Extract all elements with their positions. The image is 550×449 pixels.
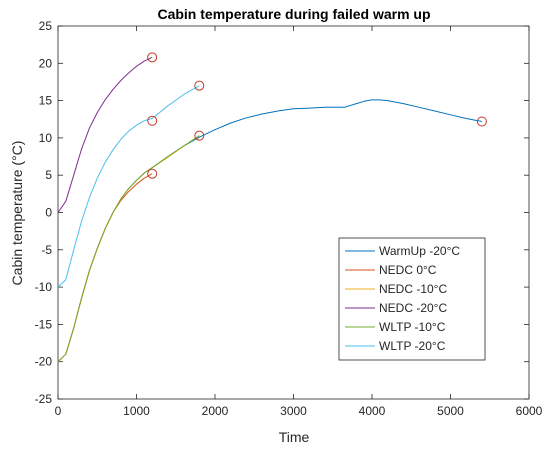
y-tick-label: 20 [39, 56, 53, 70]
end-marker-2 [147, 115, 158, 126]
x-tick-label: 6000 [516, 404, 543, 418]
legend-box [338, 237, 486, 361]
x-tick-label: 1000 [123, 404, 150, 418]
series-line-5 [57, 85, 200, 288]
y-tick-label: 0 [45, 206, 52, 220]
y-axis-label: Cabin temperature (°C) [9, 141, 25, 286]
x-axis-label: Time [279, 429, 310, 445]
x-tick-label: 0 [55, 404, 62, 418]
end-marker-5 [476, 116, 487, 127]
legend-label: NEDC 0°C [379, 263, 437, 277]
end-marker-3 [194, 130, 205, 141]
y-tick-label: -5 [41, 243, 52, 257]
legend-label: WarmUp -20°C [379, 244, 460, 258]
legend-label: NEDC -20°C [379, 301, 447, 315]
y-tick-label: 15 [39, 94, 53, 108]
y-tick-label: -10 [35, 280, 53, 294]
axes: 0 1000 2000 3000 4000 5000 6000 -25 -20 -15 -10 -5 0… [35, 19, 543, 418]
y-tick-label: -25 [35, 392, 53, 406]
y-tick-label: 25 [39, 19, 53, 33]
y-tick-label: -20 [35, 355, 53, 369]
y-tick-label: -15 [35, 317, 53, 331]
series-layer [57, 56, 482, 363]
x-tick-label: 4000 [359, 404, 386, 418]
end-marker-0 [147, 52, 158, 63]
x-tick-label: 5000 [437, 404, 464, 418]
marker-layer [147, 52, 487, 179]
legend-label: WLTP -10°C [379, 320, 446, 334]
end-marker-4 [147, 168, 158, 179]
legend: WarmUp -20°C NEDC 0°C NEDC -10°C NEDC -20°C… [338, 237, 486, 361]
series-line-4 [57, 135, 200, 363]
y-tick-label: 5 [45, 168, 52, 182]
end-marker-1 [194, 80, 205, 91]
legend-label: NEDC -10°C [379, 282, 447, 296]
series-line-3 [57, 56, 153, 213]
x-tick-label: 3000 [280, 404, 307, 418]
y-tick-label: 10 [39, 131, 53, 145]
legend-label: WLTP -20°C [379, 339, 446, 353]
chart-title: Cabin temperature during failed warm up [157, 6, 430, 22]
x-tick-label: 2000 [202, 404, 229, 418]
